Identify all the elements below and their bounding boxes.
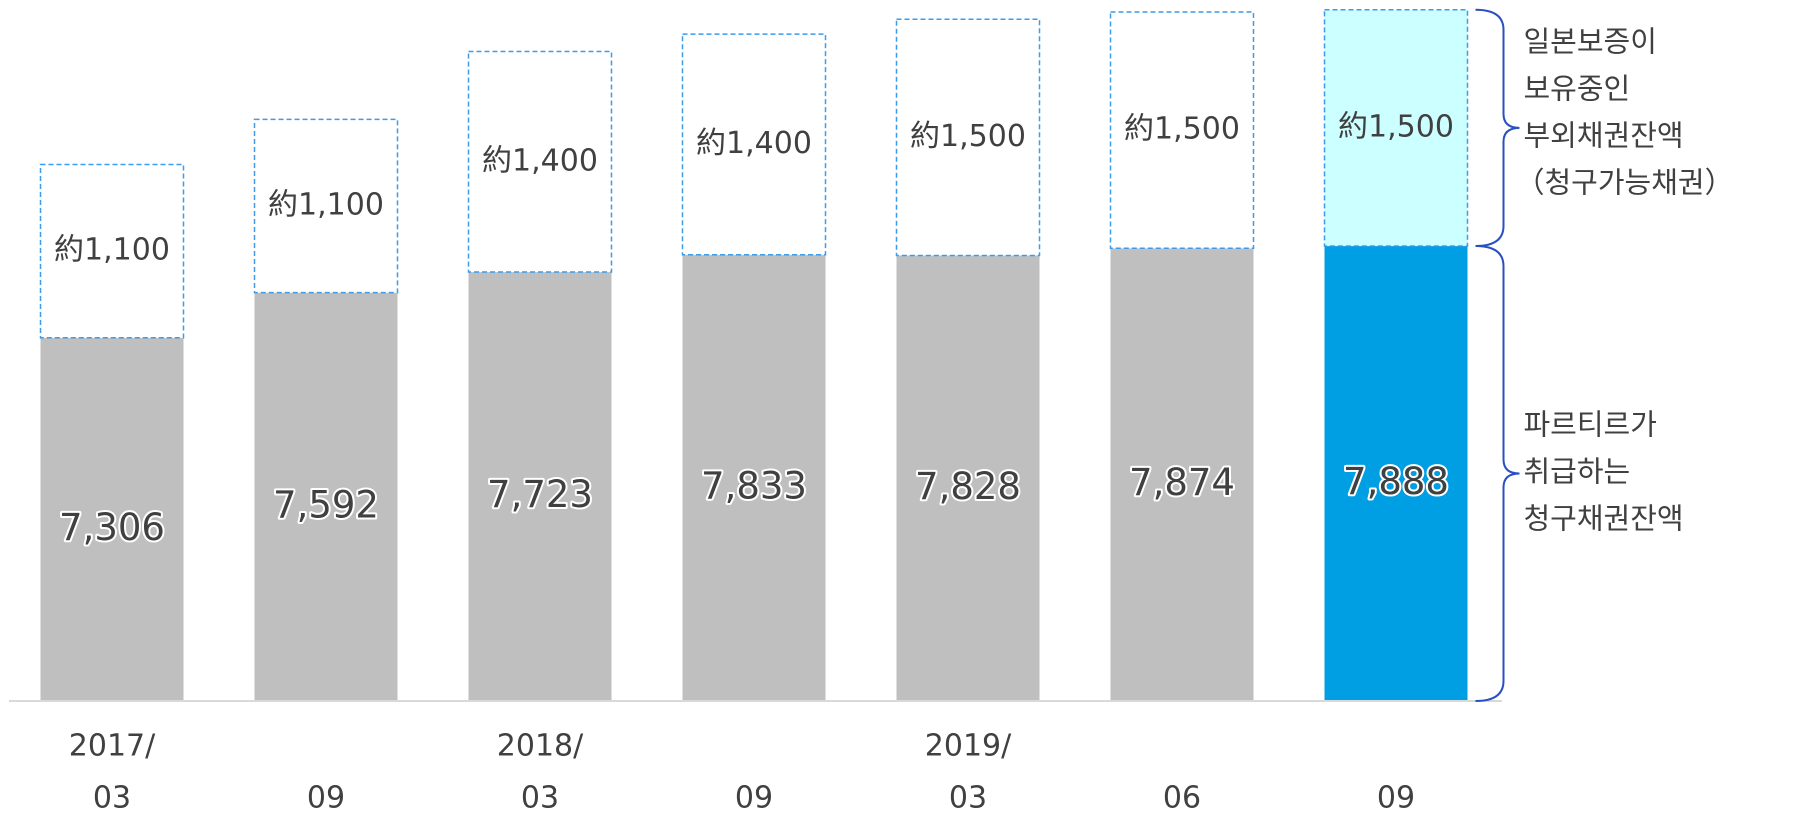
bar-segment: [39, 163, 185, 339]
value-label: 約1,400: [482, 143, 598, 178]
x-group-label: 2018/: [497, 729, 584, 764]
value-label: 約1,100: [268, 188, 384, 223]
brace: [1475, 8, 1520, 248]
annotation-line: 부외채권잔액: [1524, 118, 1684, 152]
annotation-line: （청구가능채권）: [1516, 165, 1734, 199]
bar-segment: [681, 33, 827, 256]
bar: [682, 254, 826, 702]
x-group-label: 2019/: [925, 729, 1012, 764]
bar: [40, 337, 184, 701]
annotation-line: 파르티르가: [1524, 408, 1657, 442]
value-label: 7,723: [487, 473, 593, 516]
annotation-line: 일본보증이: [1524, 24, 1657, 58]
x-tick-label: 09: [735, 781, 773, 816]
x-tick-label: 09: [1377, 781, 1415, 816]
value-label: 7,833: [701, 464, 807, 507]
bar-segment: [895, 18, 1041, 257]
annotation-line: 보유중인: [1524, 71, 1631, 105]
bar-segment: [253, 118, 399, 294]
bar: [254, 292, 398, 701]
x-tick-label: 03: [949, 781, 987, 816]
value-label: 7,888: [1343, 460, 1449, 503]
bar-segment: [467, 50, 613, 273]
value-label: 約1,100: [54, 233, 170, 268]
value-label: 7,592: [273, 483, 379, 526]
bar: [468, 272, 612, 701]
bar: [1324, 246, 1468, 701]
x-group-label: 2017/: [69, 729, 156, 764]
value-label: 7,306: [59, 506, 165, 549]
value-label: 7,828: [915, 465, 1021, 508]
annotation-line: 취급하는: [1524, 455, 1631, 489]
bar-segment: [1323, 9, 1469, 247]
bar: [896, 255, 1040, 701]
bar: [1110, 248, 1254, 701]
value-label: 7,874: [1129, 461, 1235, 504]
x-tick-label: 03: [93, 781, 131, 816]
bar-segment: [1109, 11, 1255, 250]
value-label: 約1,500: [1338, 109, 1454, 144]
brace: [1475, 245, 1520, 702]
x-tick-label: 06: [1163, 781, 1201, 816]
value-label: 約1,500: [1124, 112, 1240, 147]
value-label: 約1,500: [910, 119, 1026, 154]
annotation-line: 청구채권잔액: [1524, 502, 1684, 536]
x-tick-label: 03: [521, 781, 559, 816]
x-tick-label: 09: [307, 781, 345, 816]
value-label: 約1,400: [696, 126, 812, 161]
